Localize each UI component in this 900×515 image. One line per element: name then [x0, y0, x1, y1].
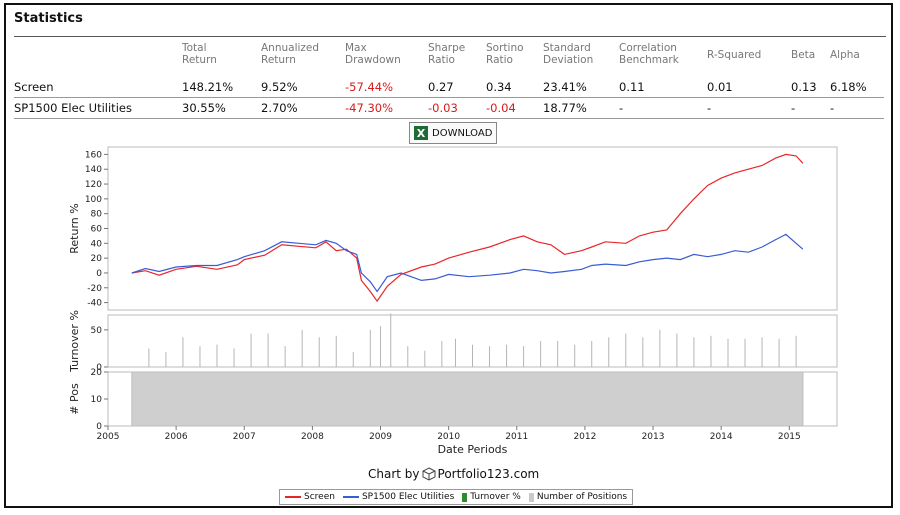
legend-benchmark[interactable]: SP1500 Elec Utilities — [342, 492, 454, 502]
return-y-tick-label: -40 — [87, 299, 102, 309]
return-y-tick-label: 160 — [85, 150, 102, 160]
series-benchmark — [131, 233, 804, 293]
cell: 18.77% — [543, 97, 619, 119]
col-sortino-ratio: Sortino Ratio — [486, 42, 524, 66]
cell: 0.01 — [707, 77, 791, 98]
return-panel — [107, 146, 838, 311]
col-max-drawdown: Max Drawdown — [345, 42, 401, 66]
x-tick-label: 2014 — [710, 432, 733, 442]
credit-brand: Portfolio123.com — [437, 467, 540, 481]
table-row: SP1500 Elec Utilities 30.55% 2.70% -47.3… — [14, 97, 884, 119]
return-y-tick-label: 140 — [85, 165, 102, 175]
col-alpha: Alpha — [830, 49, 860, 61]
x-tick-label: 2009 — [369, 432, 392, 442]
positions-y-label: # Pos — [68, 383, 81, 415]
turnover-y-tick-label: 0 — [96, 363, 102, 373]
return-y-tick-label: 120 — [85, 180, 102, 190]
x-tick-label: 2008 — [301, 432, 324, 442]
x-tick-label: 2012 — [573, 432, 596, 442]
download-label: DOWNLOAD — [432, 127, 493, 139]
row-name: SP1500 Elec Utilities — [14, 97, 182, 119]
positions-y-tick-label: 0 — [96, 422, 102, 432]
return-y-tick-label: 60 — [91, 225, 103, 235]
return-y-tick-label: 80 — [91, 210, 103, 220]
return-y-tick-label: 100 — [85, 195, 102, 205]
cell: 6.18% — [830, 77, 884, 98]
cell: 0.13 — [791, 77, 830, 98]
statistics-table: Total Return Annualized Return Max Drawdown… — [14, 40, 884, 119]
legend-screen[interactable]: Screen — [285, 492, 335, 502]
col-r-squared: R-Squared — [707, 49, 762, 61]
download-button[interactable]: X DOWNLOAD — [409, 122, 498, 144]
turnover-y-label: Turnover % — [68, 310, 81, 373]
credit-prefix: Chart by — [368, 467, 420, 481]
legend-turnover[interactable]: Turnover % — [462, 492, 521, 502]
cell: 23.41% — [543, 77, 619, 98]
chart-legend: Screen SP1500 Elec Utilities Turnover % … — [279, 489, 634, 505]
x-axis-label: Date Periods — [438, 443, 508, 456]
chart-credit[interactable]: Chart by Portfolio123.com — [368, 467, 539, 481]
return-y-tick-label: 40 — [91, 239, 103, 249]
x-tick-label: 2006 — [165, 432, 188, 442]
title-divider — [14, 36, 886, 37]
excel-icon: X — [414, 126, 428, 140]
cell: -0.03 — [428, 97, 486, 119]
turnover-y-tick-label: 50 — [91, 326, 103, 336]
x-tick-label: 2007 — [233, 432, 256, 442]
cell: 2.70% — [261, 97, 345, 119]
col-total-return: Total Return — [182, 42, 217, 66]
cell: 0.11 — [619, 77, 707, 98]
cell: 148.21% — [182, 77, 261, 98]
cell: - — [830, 97, 884, 119]
return-y-tick-label: 0 — [96, 269, 102, 279]
row-name: Screen — [14, 77, 182, 98]
table-header-row: Total Return Annualized Return Max Drawdown… — [14, 40, 884, 77]
positions-y-tick-label: 10 — [91, 395, 103, 405]
x-tick-label: 2010 — [437, 432, 460, 442]
positions-area — [131, 371, 804, 427]
col-correlation-benchmark: Correlation Benchmark — [619, 42, 679, 66]
series-screen — [131, 153, 804, 303]
cell: -0.04 — [486, 97, 543, 119]
col-sharpe-ratio: Sharpe Ratio — [428, 42, 466, 66]
cell: -47.30% — [345, 97, 428, 119]
cell: 0.34 — [486, 77, 543, 98]
x-tick-label: 2015 — [778, 432, 801, 442]
legend-positions[interactable]: Number of Positions — [528, 492, 627, 502]
cell: - — [619, 97, 707, 119]
cell: - — [791, 97, 830, 119]
cell: - — [707, 97, 791, 119]
return-y-tick-label: 20 — [91, 254, 103, 264]
table-row: Screen 148.21% 9.52% -57.44% 0.27 0.34 2… — [14, 77, 884, 98]
cell: 0.27 — [428, 77, 486, 98]
cell: 30.55% — [182, 97, 261, 119]
cell: 9.52% — [261, 77, 345, 98]
panel-title: Statistics — [14, 11, 83, 26]
x-tick-label: 2005 — [97, 432, 120, 442]
return-y-tick-label: -20 — [87, 284, 102, 294]
cell: -57.44% — [345, 77, 428, 98]
cube-icon — [422, 467, 436, 481]
positions-y-tick-label: 20 — [91, 368, 103, 378]
x-tick-label: 2013 — [642, 432, 665, 442]
x-tick-label: 2011 — [505, 432, 528, 442]
return-y-label: Return % — [68, 203, 81, 253]
col-beta: Beta — [791, 49, 816, 61]
col-annualized-return: Annualized Return — [261, 42, 320, 66]
col-standard-deviation: Standard Deviation — [543, 42, 594, 66]
